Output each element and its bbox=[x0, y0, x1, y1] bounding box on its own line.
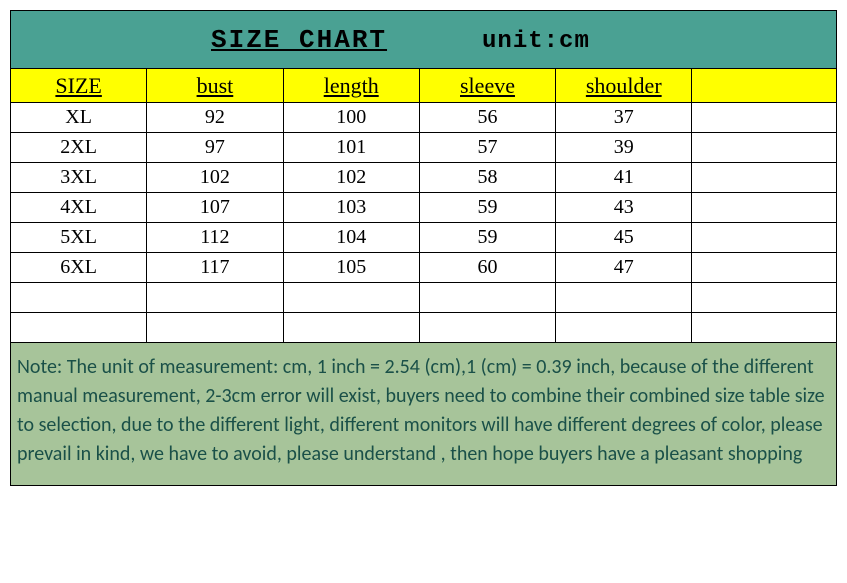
table-cell bbox=[692, 253, 837, 283]
table-cell bbox=[692, 193, 837, 223]
table-row: 5XL1121045945 bbox=[11, 223, 837, 253]
title-row: SIZE CHART unit:cm bbox=[11, 11, 837, 69]
table-cell: 56 bbox=[419, 103, 555, 133]
table-cell: 41 bbox=[556, 163, 692, 193]
table-cell bbox=[692, 223, 837, 253]
table-cell bbox=[692, 103, 837, 133]
column-header bbox=[692, 69, 837, 103]
column-header: SIZE bbox=[11, 69, 147, 103]
column-header: bust bbox=[147, 69, 283, 103]
table-row: 3XL1021025841 bbox=[11, 163, 837, 193]
table-cell: 103 bbox=[283, 193, 419, 223]
table-cell: 39 bbox=[556, 133, 692, 163]
empty-row bbox=[11, 283, 837, 313]
chart-title: SIZE CHART bbox=[211, 25, 387, 55]
table-cell: 37 bbox=[556, 103, 692, 133]
column-header: shoulder bbox=[556, 69, 692, 103]
table-cell: 102 bbox=[147, 163, 283, 193]
column-header: sleeve bbox=[419, 69, 555, 103]
table-cell: 6XL bbox=[11, 253, 147, 283]
table-cell: 107 bbox=[147, 193, 283, 223]
table-cell bbox=[692, 163, 837, 193]
table-cell: 57 bbox=[419, 133, 555, 163]
table-cell: 104 bbox=[283, 223, 419, 253]
table-row: XL921005637 bbox=[11, 103, 837, 133]
table-cell: XL bbox=[11, 103, 147, 133]
size-chart-table: SIZE CHART unit:cm SIZEbustlengthsleeves… bbox=[10, 10, 837, 486]
table-cell: 101 bbox=[283, 133, 419, 163]
size-chart-container: SIZE CHART unit:cm SIZEbustlengthsleeves… bbox=[0, 0, 847, 583]
column-header: length bbox=[283, 69, 419, 103]
table-cell: 112 bbox=[147, 223, 283, 253]
table-cell: 4XL bbox=[11, 193, 147, 223]
table-cell: 97 bbox=[147, 133, 283, 163]
table-cell: 60 bbox=[419, 253, 555, 283]
table-cell: 2XL bbox=[11, 133, 147, 163]
table-cell: 58 bbox=[419, 163, 555, 193]
chart-unit: unit:cm bbox=[482, 28, 590, 55]
table-cell: 45 bbox=[556, 223, 692, 253]
table-cell: 105 bbox=[283, 253, 419, 283]
table-cell: 5XL bbox=[11, 223, 147, 253]
table-cell: 59 bbox=[419, 223, 555, 253]
note-row: Note: The unit of measurement: cm, 1 inc… bbox=[11, 343, 837, 486]
table-cell: 92 bbox=[147, 103, 283, 133]
table-cell: 100 bbox=[283, 103, 419, 133]
table-cell: 43 bbox=[556, 193, 692, 223]
note-text: Note: The unit of measurement: cm, 1 inc… bbox=[11, 343, 837, 486]
table-row: 6XL1171056047 bbox=[11, 253, 837, 283]
table-cell: 59 bbox=[419, 193, 555, 223]
table-cell: 102 bbox=[283, 163, 419, 193]
header-row: SIZEbustlengthsleeveshoulder bbox=[11, 69, 837, 103]
table-cell: 47 bbox=[556, 253, 692, 283]
table-row: 4XL1071035943 bbox=[11, 193, 837, 223]
table-row: 2XL971015739 bbox=[11, 133, 837, 163]
table-cell: 3XL bbox=[11, 163, 147, 193]
table-cell bbox=[692, 133, 837, 163]
table-cell: 117 bbox=[147, 253, 283, 283]
empty-row bbox=[11, 313, 837, 343]
